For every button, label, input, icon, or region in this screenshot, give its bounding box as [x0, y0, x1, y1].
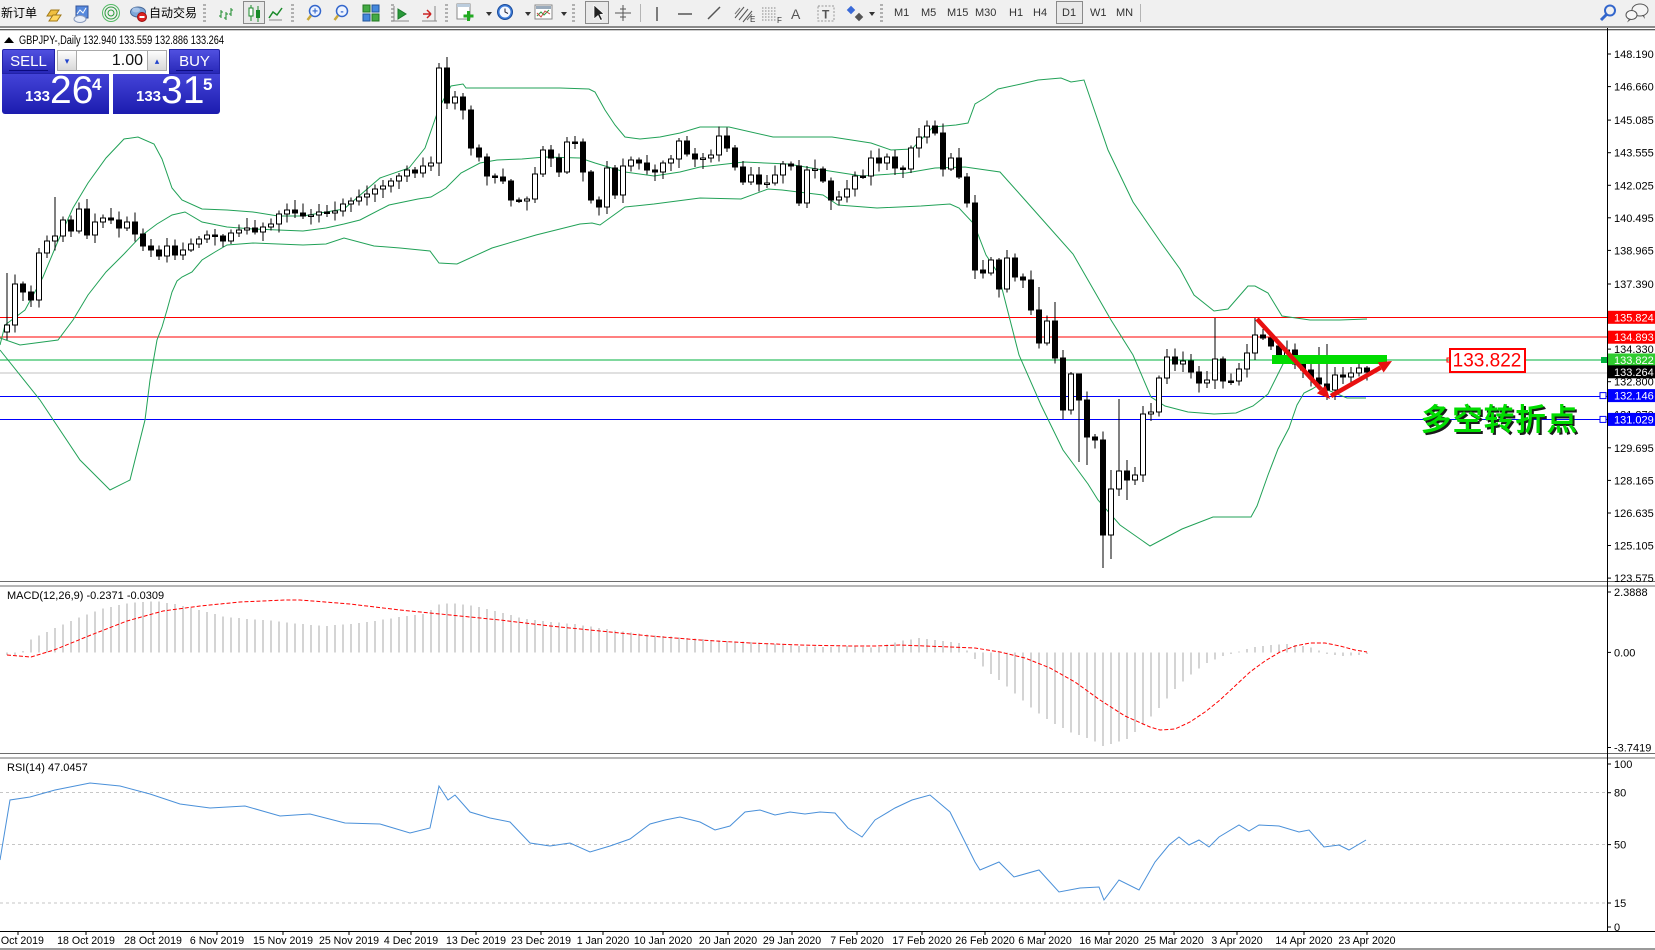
svg-text:135.824: 135.824	[1614, 312, 1654, 324]
svg-text:9 Oct 2019: 9 Oct 2019	[0, 935, 44, 947]
svg-text:15: 15	[1614, 898, 1626, 910]
svg-text:多空转折点: 多空转折点	[1421, 404, 1579, 437]
svg-text:134.330: 134.330	[1614, 344, 1654, 356]
svg-text:0: 0	[1614, 922, 1620, 934]
svg-text:132.146: 132.146	[1614, 391, 1654, 403]
svg-text:7 Feb 2020: 7 Feb 2020	[830, 935, 884, 947]
svg-text:20 Jan 2020: 20 Jan 2020	[699, 935, 757, 947]
svg-text:MACD(12,26,9) -0.2371 -0.0309: MACD(12,26,9) -0.2371 -0.0309	[7, 590, 164, 602]
svg-text:6 Mar 2020: 6 Mar 2020	[1018, 935, 1072, 947]
svg-text:137.390: 137.390	[1614, 279, 1654, 291]
svg-text:133.822: 133.822	[1614, 355, 1654, 367]
svg-text:25 Nov 2019: 25 Nov 2019	[319, 935, 379, 947]
svg-text:25 Mar 2020: 25 Mar 2020	[1144, 935, 1204, 947]
svg-text:80: 80	[1614, 788, 1626, 800]
svg-text:129.695: 129.695	[1614, 443, 1654, 455]
svg-text:4 Dec 2019: 4 Dec 2019	[384, 935, 438, 947]
svg-text:E: E	[750, 15, 755, 24]
svg-text:28 Oct 2019: 28 Oct 2019	[124, 935, 182, 947]
svg-text:10 Jan 2020: 10 Jan 2020	[634, 935, 692, 947]
svg-text:GBPJPY-,Daily 132.940 133.559: GBPJPY-,Daily 132.940 133.559 132.886 13…	[19, 35, 224, 47]
svg-text:RSI(14) 47.0457: RSI(14) 47.0457	[7, 762, 88, 774]
svg-text:+: +	[312, 7, 318, 18]
svg-text:F: F	[777, 16, 782, 25]
svg-text:123.575: 123.575	[1614, 573, 1654, 585]
svg-text:126.635: 126.635	[1614, 508, 1654, 520]
svg-text:131.029: 131.029	[1614, 414, 1654, 426]
svg-text:23 Apr 2020: 23 Apr 2020	[1338, 935, 1395, 947]
svg-text:145.085: 145.085	[1614, 115, 1654, 127]
svg-text:14 Apr 2020: 14 Apr 2020	[1275, 935, 1332, 947]
svg-text:多空转折点: 多空转折点	[1423, 406, 1581, 439]
svg-text:125.105: 125.105	[1614, 541, 1654, 553]
svg-text:26 Feb 2020: 26 Feb 2020	[955, 935, 1015, 947]
svg-text:-3.7419: -3.7419	[1614, 743, 1651, 755]
svg-text:134.893: 134.893	[1614, 332, 1654, 344]
svg-text:-: -	[340, 7, 343, 18]
svg-text:146.660: 146.660	[1614, 82, 1654, 94]
svg-text:16 Mar 2020: 16 Mar 2020	[1079, 935, 1139, 947]
svg-text:133.264: 133.264	[1614, 367, 1654, 379]
svg-text:T: T	[822, 8, 830, 22]
svg-text:13 Dec 2019: 13 Dec 2019	[446, 935, 506, 947]
svg-text:29 Jan 2020: 29 Jan 2020	[763, 935, 821, 947]
svg-text:2.3888: 2.3888	[1614, 587, 1648, 599]
svg-text:128.165: 128.165	[1614, 475, 1654, 487]
svg-text:133.822: 133.822	[1453, 351, 1522, 372]
svg-text:142.025: 142.025	[1614, 180, 1654, 192]
svg-text:50: 50	[1614, 840, 1626, 852]
svg-text:17 Feb 2020: 17 Feb 2020	[892, 935, 952, 947]
svg-text:132.800: 132.800	[1614, 377, 1654, 389]
svg-text:100: 100	[1614, 759, 1632, 771]
svg-text:23 Dec 2019: 23 Dec 2019	[511, 935, 571, 947]
svg-text:143.555: 143.555	[1614, 148, 1654, 160]
svg-text:1 Jan 2020: 1 Jan 2020	[577, 935, 630, 947]
svg-text:138.965: 138.965	[1614, 245, 1654, 257]
svg-text:15 Nov 2019: 15 Nov 2019	[253, 935, 313, 947]
svg-text:148.190: 148.190	[1614, 49, 1654, 61]
svg-text:140.495: 140.495	[1614, 213, 1654, 225]
svg-text:0.00: 0.00	[1614, 647, 1635, 659]
svg-text:6 Nov 2019: 6 Nov 2019	[190, 935, 244, 947]
svg-text:A: A	[791, 6, 801, 22]
svg-text:18 Oct 2019: 18 Oct 2019	[57, 935, 115, 947]
svg-text:3 Apr 2020: 3 Apr 2020	[1211, 935, 1262, 947]
